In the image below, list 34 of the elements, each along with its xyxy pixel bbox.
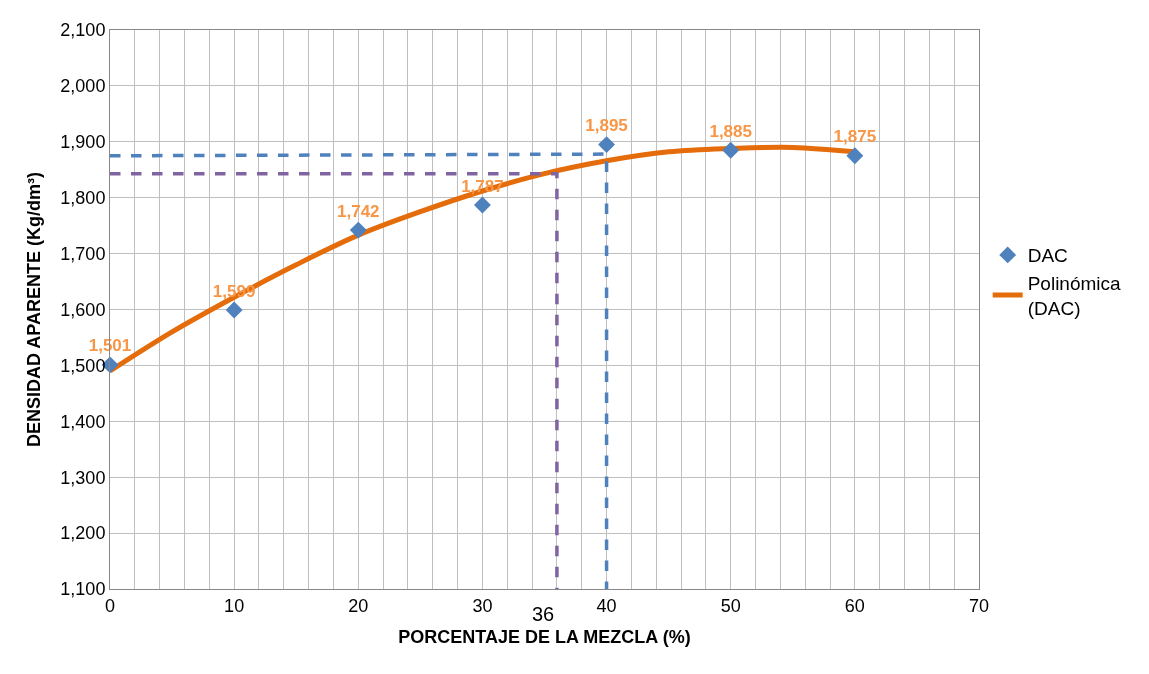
data-label: 1,742 [337, 201, 380, 221]
x-tick-label: 10 [224, 595, 245, 616]
legend-label: DAC [1027, 245, 1068, 267]
x-tick-label: 60 [844, 595, 865, 616]
point [846, 147, 864, 165]
x-tick-label: 50 [720, 595, 741, 616]
point [349, 221, 367, 239]
y-tick-label: 2,000 [60, 76, 106, 97]
y-tick-label: 1,100 [60, 579, 106, 600]
data-label: 1,895 [585, 116, 628, 136]
y-tick-label: 1,900 [60, 132, 106, 153]
x-tick-label: 0 [104, 595, 116, 616]
x-tick-label: 20 [348, 595, 369, 616]
point [225, 301, 243, 319]
y-tick-label: 1,300 [60, 467, 106, 488]
y-tick-label: 1,600 [60, 299, 106, 320]
y-tick-label: 1,700 [60, 243, 106, 264]
y-tick-label: 1,200 [60, 523, 106, 544]
point [473, 196, 491, 214]
y-tick-label: 2,100 [60, 20, 106, 41]
x-tick-label: 70 [968, 595, 990, 616]
x-tick-label: 30 [472, 595, 493, 616]
y-tick-label: 1,800 [60, 188, 106, 208]
legend-label: Polinómica (DAC) [1027, 273, 1122, 319]
x-tick-label: 40 [596, 595, 617, 616]
y-axis-title: DENSIDAD APARENTE (Kg/dm³) [23, 172, 44, 447]
data-label: 1,885 [709, 121, 752, 141]
y-tick-label: 1,500 [60, 355, 106, 376]
y-tick-label: 1,400 [60, 411, 106, 432]
data-label: 1,875 [833, 127, 877, 147]
point [722, 141, 740, 159]
annotation: 36 [532, 603, 555, 625]
point [598, 136, 616, 154]
x-axis-title: PORCENTAJE DE LA MEZCLA (%) [398, 626, 691, 647]
